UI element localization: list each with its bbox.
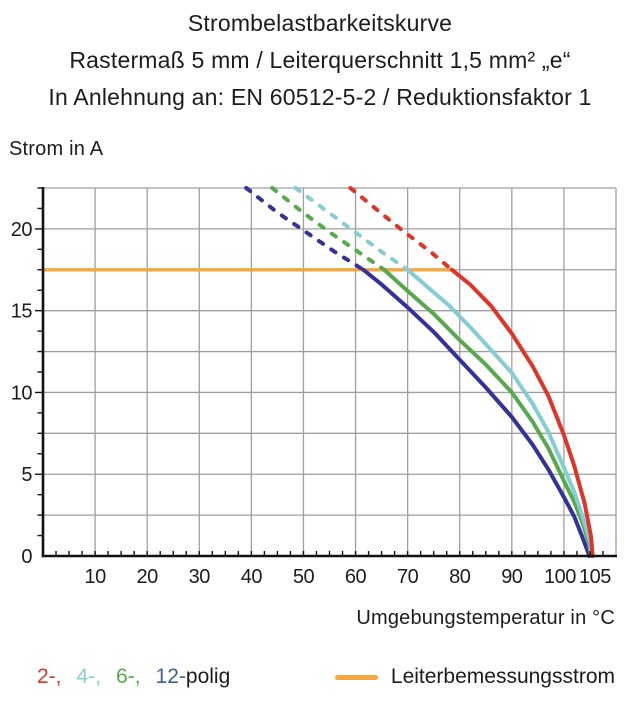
legend-rated-current: Leiterbemessungsstrom	[334, 665, 615, 689]
series-4-polig-solid	[405, 267, 594, 558]
x-tick-label-10: 10	[84, 566, 106, 588]
series-12-polig	[244, 186, 592, 558]
x-tick-label-20: 20	[137, 566, 159, 588]
rated-current-line-swatch	[334, 674, 378, 680]
y-tick-label-15: 15	[11, 301, 33, 323]
legend-pole-suffix: polig	[185, 665, 231, 688]
y-axis-title: Strom in A	[9, 138, 104, 160]
legend-rated-current-label: Leiterbemessungsstrom	[390, 665, 615, 688]
x-tick-label-90: 90	[501, 566, 523, 588]
legend-pole-12: 12-	[155, 665, 186, 688]
y-tick-label-10: 10	[11, 382, 33, 404]
axis-ticks	[35, 187, 604, 556]
legend-pole-4: 4-,	[76, 665, 102, 688]
x-tick-label-100: 100	[544, 566, 576, 588]
chart-title-line2: Rastermaß 5 mm / Leiterquerschnitt 1,5 m…	[69, 47, 571, 73]
x-tick-labels: 10 20 30 40 50 60 70 80 90 100 105	[84, 566, 611, 588]
chart-title-line3: In Anlehnung an: EN 60512-5-2 / Reduktio…	[48, 84, 592, 110]
legend-pole-2: 2-,	[37, 665, 62, 688]
axes	[41, 187, 617, 558]
series-12-polig-dashed	[244, 186, 366, 272]
x-tick-label-105: 105	[579, 566, 611, 588]
x-tick-label-70: 70	[397, 566, 419, 588]
chart-title-line1: Strombelastbarkeitskurve	[187, 10, 453, 36]
y-tick-labels: 0 5 10 15 20	[11, 219, 33, 568]
x-tick-label-30: 30	[189, 566, 211, 588]
x-tick-label-40: 40	[241, 566, 263, 588]
x-tick-label-80: 80	[449, 566, 471, 588]
series-4-polig	[293, 186, 594, 558]
y-tick-label-5: 5	[21, 464, 32, 486]
legend: 2-, 4-, 6-, 12- polig Leiterbemessungsst…	[37, 665, 615, 689]
legend-pole-counts: 2-, 4-, 6-, 12- polig	[37, 665, 230, 689]
legend-pole-6: 6-,	[116, 665, 141, 688]
series-12-polig-solid	[361, 267, 592, 558]
chart-title-block: Strombelastbarkeitskurve Rastermaß 5 mm …	[0, 5, 640, 116]
series-2-polig	[348, 186, 595, 558]
grid-lines	[43, 187, 617, 556]
y-tick-label-20: 20	[11, 219, 33, 241]
y-tick-label-0: 0	[21, 546, 32, 568]
x-tick-label-60: 60	[345, 566, 367, 588]
x-tick-label-50: 50	[293, 566, 315, 588]
x-axis-title: Umgebungstemperatur in °C	[356, 607, 615, 629]
series-2-polig-dashed	[348, 186, 454, 272]
series-2-polig-solid	[449, 267, 595, 558]
